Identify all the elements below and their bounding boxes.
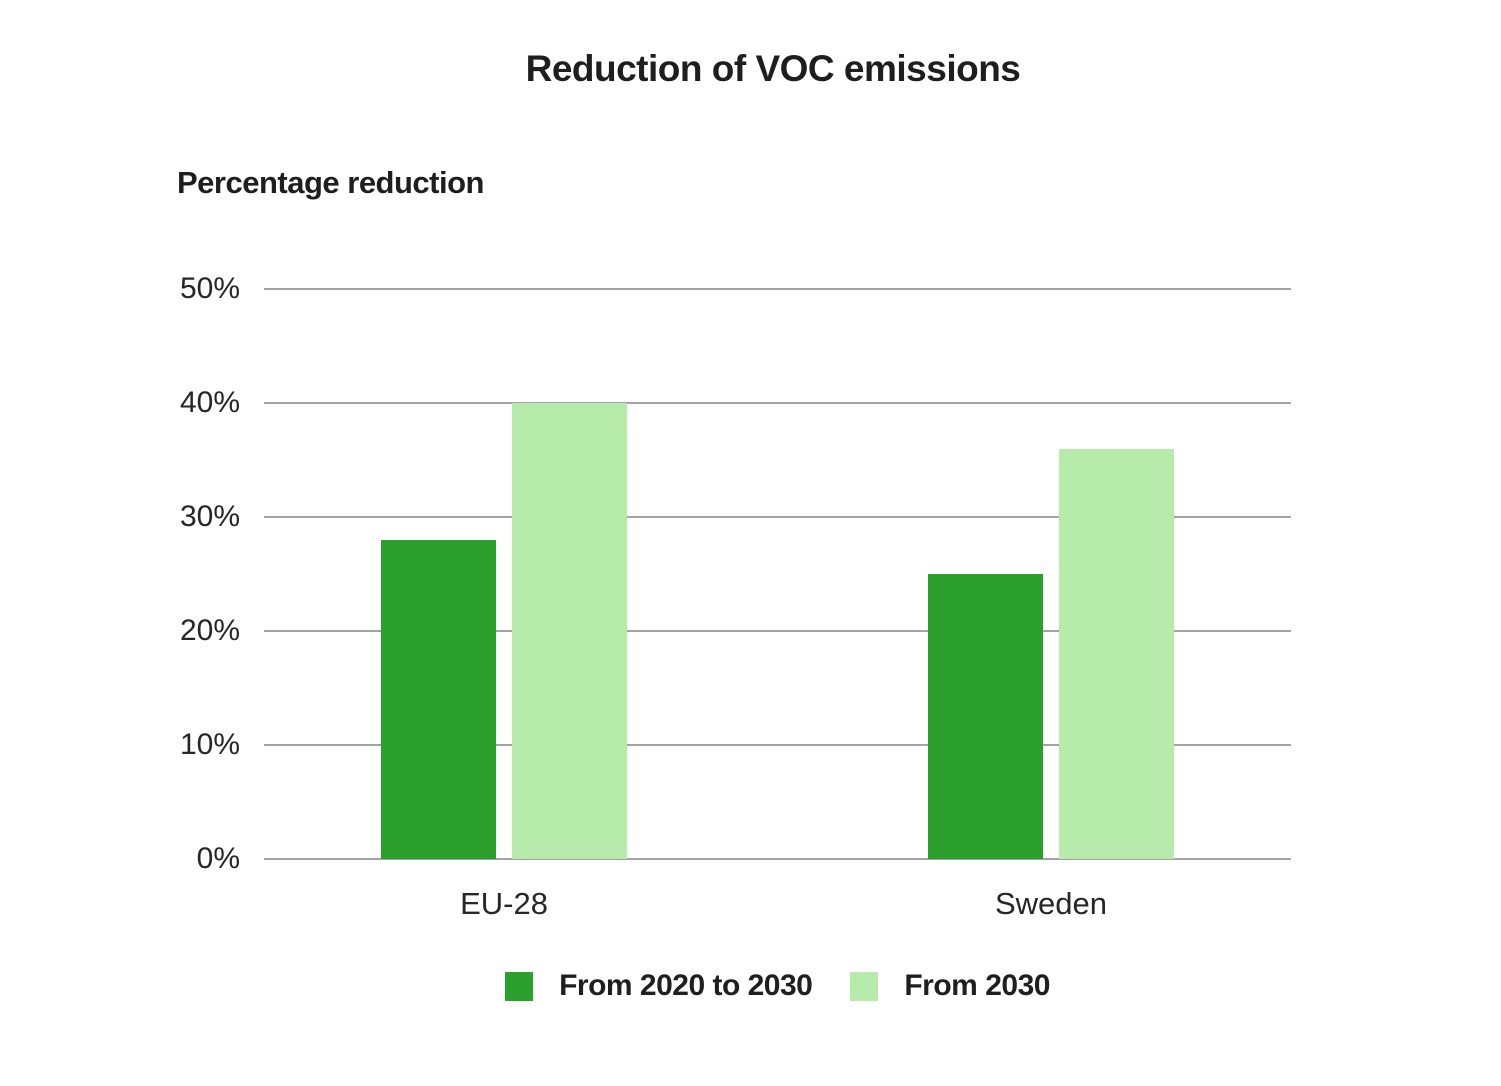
gridline-40: [264, 402, 1291, 404]
bar-eu-28-from-2030: [512, 403, 627, 859]
y-axis-tick-label-50: 50%: [179, 272, 240, 305]
category-label-sweden: Sweden: [994, 886, 1108, 921]
legend-swatch-icon-from-2020-to-2030: [505, 971, 534, 1001]
y-axis-tick-label-20: 20%: [179, 614, 240, 647]
legend-item-from-2030: From 2030: [850, 969, 1050, 1003]
y-axis-tick-label-30: 30%: [179, 500, 240, 533]
gridline-10: [264, 744, 1291, 746]
y-axis-tick-label-40: 40%: [179, 386, 240, 419]
bar-sweden-from-2030: [1059, 449, 1174, 859]
gridline-30: [264, 516, 1291, 518]
gridline-50: [264, 288, 1291, 290]
y-axis-tick-labels: 0% 10% 20% 30% 40% 50%: [0, 272, 240, 875]
y-axis-tick-label-0: 0%: [196, 842, 240, 875]
gridline-20: [264, 630, 1291, 632]
bar-sweden-from-2020-to-2030: [928, 574, 1043, 859]
category-label-eu-28: EU-28: [460, 886, 548, 921]
x-axis-category-labels: EU-28 Sweden: [264, 886, 1291, 926]
legend-item-from-2020-to-2030: From 2020 to 2030: [505, 969, 813, 1003]
legend-label-from-2030: From 2030: [904, 969, 1050, 1002]
legend: From 2020 to 2030 From 2030: [264, 969, 1291, 1003]
y-axis-title: Percentage reduction: [177, 165, 484, 200]
y-axis-tick-label-10: 10%: [179, 728, 240, 761]
plot-area: [264, 288, 1291, 860]
legend-swatch-icon-from-2030: [850, 971, 879, 1001]
gridline-0: [264, 858, 1291, 860]
chart-title: Reduction of VOC emissions: [525, 48, 1021, 89]
bar-eu-28-from-2020-to-2030: [381, 540, 496, 859]
legend-label-from-2020-to-2030: From 2020 to 2030: [559, 969, 813, 1002]
